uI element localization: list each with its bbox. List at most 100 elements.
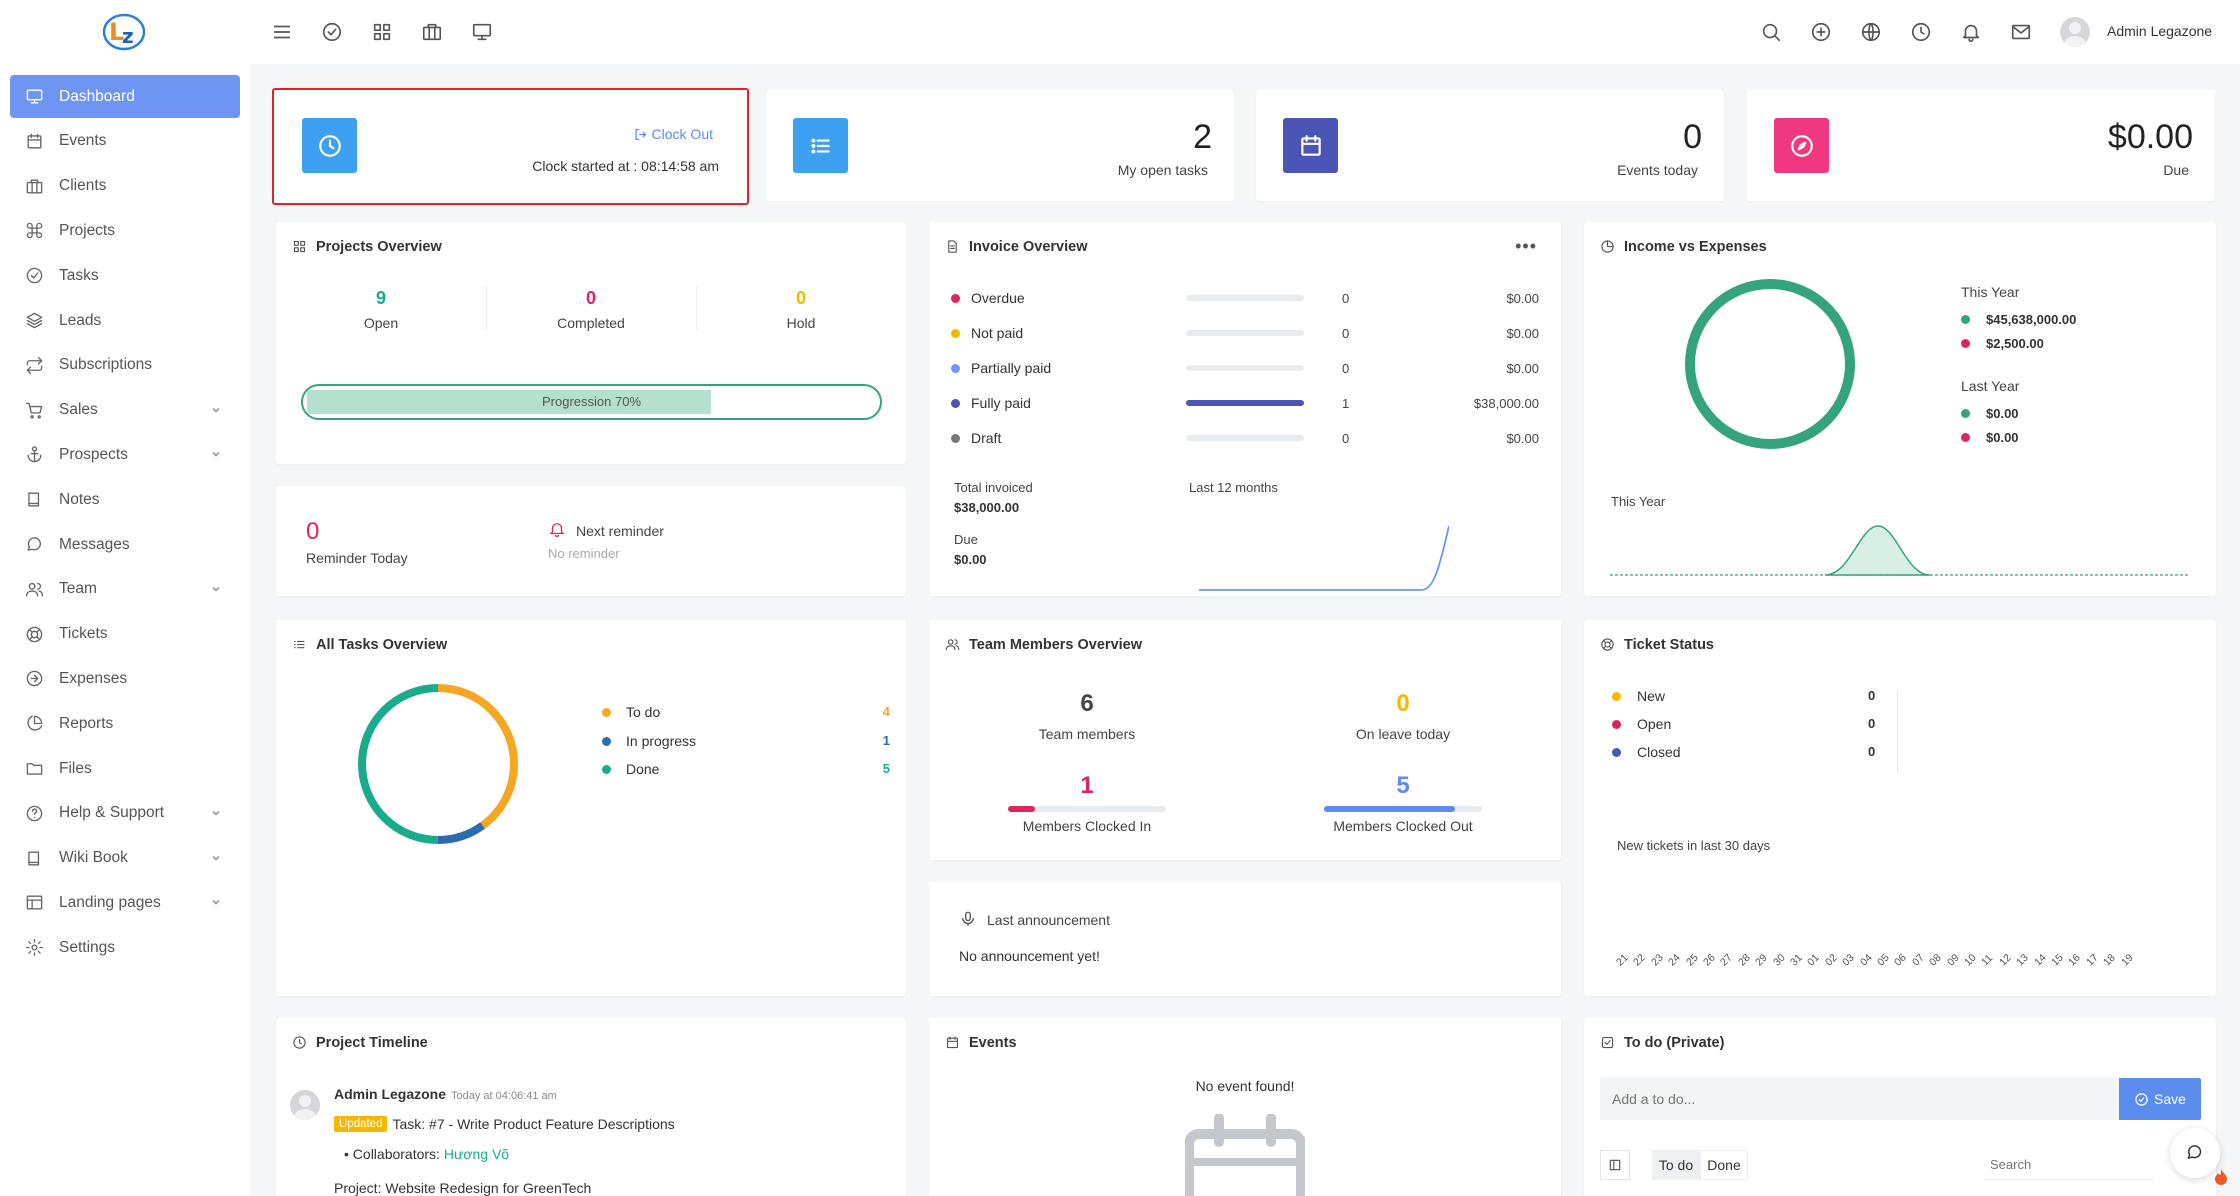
- projects-open[interactable]: 9 Open: [363, 288, 399, 331]
- projects-completed[interactable]: 0 Completed: [557, 288, 625, 331]
- bell-icon[interactable]: [1957, 18, 1985, 46]
- sidebar-item-wiki-book[interactable]: Wiki Book: [10, 837, 240, 880]
- tasks-overview-card: All Tasks Overview To do 4 In progress 1 Don…: [276, 620, 906, 996]
- sidebar-item-label: Projects: [59, 221, 115, 239]
- ticket-day-label: 31: [1788, 951, 1805, 969]
- sidebar-item-projects[interactable]: Projects: [10, 209, 240, 252]
- todo-input[interactable]: [1600, 1078, 2119, 1120]
- grid-icon[interactable]: [368, 18, 396, 46]
- todo-card: To do (Private) Save To do Done: [1584, 1018, 2216, 1196]
- sidebar-item-dashboard[interactable]: Dashboard: [10, 75, 240, 118]
- chevron-down-icon[interactable]: [210, 403, 224, 417]
- sidebar-item-messages[interactable]: Messages: [10, 523, 240, 566]
- layout-icon: [24, 893, 44, 913]
- legend-dot: [602, 708, 611, 717]
- briefcase-icon[interactable]: [418, 18, 446, 46]
- sidebar-item-reports[interactable]: Reports: [10, 702, 240, 745]
- on-leave-stat[interactable]: 0 On leave today: [1355, 690, 1451, 742]
- app-logo[interactable]: L z: [100, 10, 146, 54]
- timeline-task-text[interactable]: Task: #7 - Write Product Feature Descrip…: [392, 1116, 675, 1132]
- sidebar-item-subscriptions[interactable]: Subscriptions: [10, 344, 240, 387]
- repeat-icon: [24, 355, 44, 375]
- globe-icon[interactable]: [1857, 18, 1885, 46]
- chevron-down-icon[interactable]: [210, 447, 224, 461]
- timeline-author[interactable]: Admin Legazone: [334, 1086, 447, 1102]
- chevron-down-icon[interactable]: [210, 851, 224, 865]
- plus-circle-icon[interactable]: [1807, 18, 1835, 46]
- clock-icon[interactable]: [1907, 18, 1935, 46]
- todo-save-button[interactable]: Save: [2119, 1078, 2201, 1120]
- sidebar-item-tickets[interactable]: Tickets: [10, 613, 240, 656]
- sidebar-item-prospects[interactable]: Prospects: [10, 433, 240, 476]
- settings-icon: [24, 938, 44, 958]
- ticket-day-label: 12: [1996, 951, 2014, 969]
- sidebar-item-events[interactable]: Events: [10, 120, 240, 163]
- projects-hold[interactable]: 0 Hold: [786, 288, 816, 331]
- due-card[interactable]: $0.00 Due: [1747, 90, 2215, 201]
- events-today-label: Events today: [1617, 162, 1698, 178]
- clocked-in-stat[interactable]: 1 Members Clocked In: [929, 772, 1245, 834]
- ticket-status-card: Ticket Status New 0 Open 0 Closed 0 New ticke…: [1584, 620, 2216, 996]
- user-name[interactable]: Admin Legazone: [2107, 23, 2213, 39]
- sidebar-item-notes[interactable]: Notes: [10, 478, 240, 521]
- collaborator-link[interactable]: Hương Võ: [443, 1146, 510, 1162]
- bell-icon: [548, 520, 566, 543]
- updated-badge: Updated: [334, 1116, 388, 1132]
- events-today-card[interactable]: 0 Events today: [1256, 90, 1724, 201]
- open-tasks-card[interactable]: 2 My open tasks: [766, 90, 1234, 201]
- sidebar-item-files[interactable]: Files: [10, 747, 240, 790]
- sidebar-item-sales[interactable]: Sales: [10, 389, 240, 432]
- sidebar-item-expenses[interactable]: Expenses: [10, 657, 240, 700]
- users-icon: [24, 579, 44, 599]
- check-circle-icon[interactable]: [318, 18, 346, 46]
- ticket-day-label: 03: [1840, 951, 1857, 969]
- monitor-icon[interactable]: [468, 18, 496, 46]
- todo-search-input[interactable]: [1984, 1150, 2154, 1180]
- sidebar-item-tasks[interactable]: Tasks: [10, 254, 240, 297]
- invoice-status-count: 0: [1342, 326, 1350, 341]
- open-tasks-count: 2: [1193, 118, 1212, 156]
- search-icon[interactable]: [1757, 18, 1785, 46]
- legend-value: 5: [882, 761, 890, 776]
- ticket-day-label: 24: [1666, 951, 1683, 969]
- sidebar-item-clients[interactable]: Clients: [10, 165, 240, 208]
- layers-icon: [24, 311, 44, 331]
- calendar-icon: [945, 1035, 961, 1051]
- menu-icon[interactable]: [268, 18, 296, 46]
- clocked-out-stat[interactable]: 5 Members Clocked Out: [1245, 772, 1561, 834]
- total-invoiced-value: $38,000.00: [954, 500, 1020, 515]
- mail-icon[interactable]: [2007, 18, 2035, 46]
- chevron-down-icon[interactable]: [210, 895, 224, 909]
- sidebar-item-help-support[interactable]: Help & Support: [10, 792, 240, 835]
- ticket-day-label: 08: [1927, 951, 1944, 969]
- donut-slice-done: [358, 684, 518, 844]
- team-members-stat[interactable]: 6 Team members: [1038, 690, 1136, 742]
- more-menu-icon[interactable]: •••: [1515, 236, 1537, 256]
- sidebar-item-landing-pages[interactable]: Landing pages: [10, 881, 240, 924]
- tab-todo[interactable]: To do: [1652, 1150, 1700, 1180]
- clock-out-button[interactable]: Clock Out: [633, 126, 713, 142]
- legend-value: 1: [882, 732, 890, 748]
- next-reminder-value: No reminder: [548, 546, 620, 561]
- invoice-status-label: Overdue: [971, 290, 1025, 306]
- progression-fill: [307, 390, 711, 414]
- timeline-avatar[interactable]: [290, 1090, 320, 1120]
- legend-dot: [602, 765, 611, 774]
- this-year-label: This Year: [1961, 284, 2020, 300]
- chat-button[interactable]: [2170, 1128, 2220, 1178]
- top-bar: L z Admin Legazone: [0, 0, 2240, 64]
- tab-done[interactable]: Done: [1700, 1150, 1748, 1180]
- users-icon: [945, 637, 961, 653]
- sidebar-item-settings[interactable]: Settings: [10, 926, 240, 969]
- sidebar-item-leads[interactable]: Leads: [10, 299, 240, 342]
- invoice-status-count: 1: [1342, 396, 1350, 411]
- ticket-day-label: 17: [2083, 951, 2101, 969]
- chevron-down-icon[interactable]: [210, 582, 224, 596]
- timeline-project-text[interactable]: Project: Website Redesign for GreenTech: [334, 1180, 592, 1196]
- columns-toggle-button[interactable]: [1600, 1150, 1630, 1180]
- user-avatar[interactable]: [2060, 17, 2090, 47]
- chevron-down-icon[interactable]: [210, 806, 224, 820]
- sidebar-item-team[interactable]: Team: [10, 568, 240, 611]
- invoice-trend-chart: [1199, 525, 1449, 591]
- last-year-label: Last Year: [1961, 378, 2020, 394]
